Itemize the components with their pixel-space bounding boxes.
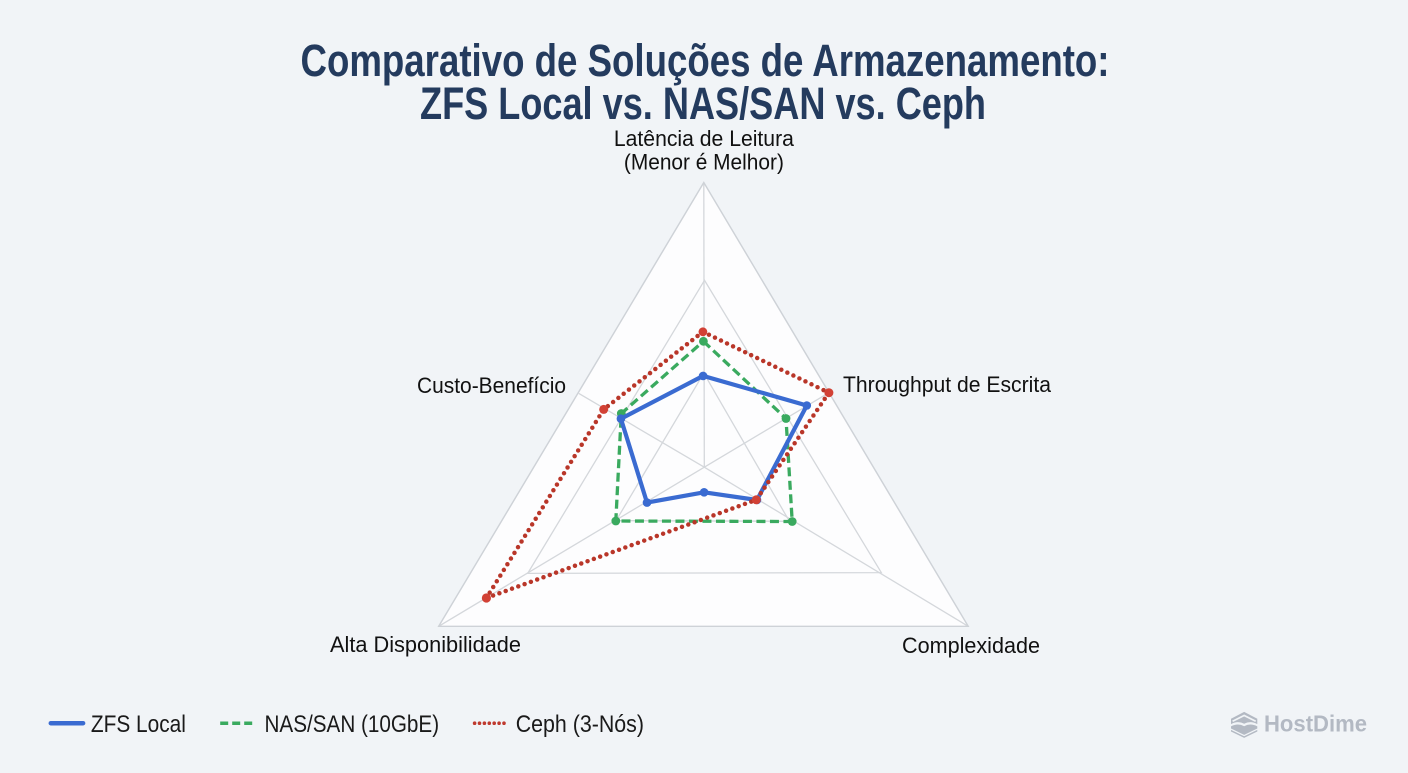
svg-text:Custo-Benefício: Custo-Benefício — [417, 373, 566, 398]
svg-text:Complexidade: Complexidade — [902, 633, 1040, 658]
svg-text:Ceph (3-Nós): Ceph (3-Nós) — [516, 711, 644, 738]
svg-text:NAS/SAN (10GbE): NAS/SAN (10GbE) — [265, 711, 440, 738]
svg-text:Comparativo de Soluções de Arm: Comparativo de Soluções de Armazenamento… — [301, 35, 1110, 86]
svg-text:ZFS Local vs. NAS/SAN vs. Ceph: ZFS Local vs. NAS/SAN vs. Ceph — [420, 78, 986, 129]
svg-text:Throughput de Escrita: Throughput de Escrita — [843, 372, 1052, 397]
svg-text:Latência de Leitura: Latência de Leitura — [614, 126, 795, 151]
svg-text:(Menor é Melhor): (Menor é Melhor) — [624, 150, 784, 175]
svg-text:ZFS Local: ZFS Local — [91, 711, 186, 738]
svg-text:Alta Disponibilidade: Alta Disponibilidade — [330, 632, 521, 657]
svg-text:HostDime: HostDime — [1264, 711, 1367, 737]
